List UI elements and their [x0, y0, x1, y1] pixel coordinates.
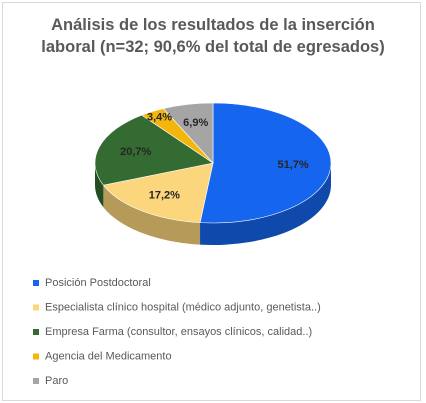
legend-swatch [33, 280, 39, 286]
legend-label: Agencia del Medicamento [45, 350, 172, 362]
legend-label: Posición Postdoctoral [45, 277, 151, 289]
slice [199, 102, 332, 224]
slice [94, 114, 214, 186]
data-label: 17,2% [149, 189, 180, 201]
slice-side [95, 163, 104, 208]
legend-label: Especialista clínico hospital (médico ad… [45, 301, 321, 313]
slice [102, 162, 214, 223]
data-label: 20,7% [120, 146, 151, 158]
legend-swatch [33, 329, 39, 335]
data-label: 3,4% [147, 112, 172, 124]
data-label: 6,9% [183, 117, 208, 129]
legend-swatch [33, 353, 39, 360]
slice-side [103, 185, 201, 245]
legend-swatch [33, 304, 39, 311]
slice [162, 102, 214, 164]
legend-swatch [33, 378, 39, 384]
chart-border [2, 2, 421, 401]
chart-title: Análisis de los resultados de la inserci… [41, 16, 385, 56]
legend-label: Paro [45, 375, 68, 387]
legend-label: Empresa Farma (consultor, ensayos clínic… [45, 326, 312, 338]
slice-side [200, 163, 331, 245]
data-label: 51,7% [278, 159, 309, 171]
